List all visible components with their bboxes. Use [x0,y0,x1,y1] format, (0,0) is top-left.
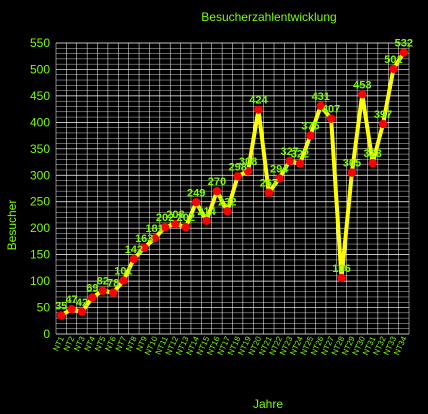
y-axis-label: Besucher [5,200,19,251]
y-tick-label: 500 [30,62,50,76]
data-point [254,105,263,114]
data-point [202,216,211,225]
data-point [347,168,357,177]
data-point [306,131,315,140]
data-point [212,186,222,196]
data-point [275,174,284,183]
series-1 [60,51,406,318]
data-label: 305 [343,158,361,170]
y-tick-label: 0 [43,327,50,341]
data-point [368,158,377,168]
data-point [295,159,305,168]
data-point [337,273,346,283]
data-label: 322 [291,149,309,161]
data-label: 298 [229,161,247,173]
data-label: 142 [125,244,143,256]
data-point [243,166,253,176]
data-labels: 3547426982781011421631812022082022492142… [55,38,413,313]
data-label: 270 [208,176,226,188]
data-point [88,293,97,302]
data-point [171,219,180,229]
y-tick-labels: 0 50 100 150 200 250 300 350 400 450 500 550 [30,36,50,341]
data-point [233,172,242,181]
data-point [326,114,336,123]
data-label: 47 [65,294,77,306]
data-point [140,243,149,252]
data-point [150,234,159,243]
data-label: 431 [312,91,330,103]
data-label: 424 [249,95,268,107]
data-point [160,222,170,232]
data-point [67,304,76,314]
data-label: 101 [114,266,132,278]
data-point [129,254,139,264]
y-tick-label: 400 [30,115,50,129]
y-tick-label: 300 [30,168,50,182]
data-label: 208 [166,209,184,221]
data-label: 294 [270,163,289,175]
data-label: 267 [260,178,278,190]
data-point [316,101,325,111]
data-label: 69 [86,282,98,294]
data-point [98,286,107,295]
data-point [108,288,118,297]
data-label: 249 [187,187,205,199]
y-tick-label: 550 [30,36,50,50]
y-tick-label: 250 [30,195,50,209]
data-label: 501 [384,54,402,66]
y-tick-label: 350 [30,142,50,156]
data-label: 35 [55,300,67,312]
data-point [119,276,128,285]
data-point [191,198,201,207]
data-point [389,64,398,74]
data-label: 82 [97,276,109,288]
data-label: 42 [76,297,88,309]
y-tick-label: 450 [30,89,50,103]
data-label: 397 [374,109,392,121]
chart-title: Besucherzahlentwicklung [201,10,336,24]
x-tick-labels: NT1NT2NT3NT4NT5NT6NT7NT8NT9NT10NT11NT12N… [51,335,408,357]
data-point [399,48,409,57]
data-label: 214 [197,206,216,218]
data-label: 202 [156,212,174,224]
data-points [56,48,409,320]
data-point [264,188,274,197]
data-point [223,207,232,216]
data-point [285,156,294,166]
data-point [56,311,66,320]
data-point [181,222,190,232]
y-tick-label: 50 [37,301,51,315]
data-label: 106 [332,263,350,275]
y-tick-label: 150 [30,248,50,262]
x-axis-label: Jahre [253,397,283,411]
data-label: 327 [280,146,298,158]
data-label: 532 [395,38,413,50]
data-label: 375 [301,121,319,133]
series-line [60,51,406,318]
data-label: 78 [107,278,119,290]
data-point [378,119,388,129]
data-point [77,307,87,316]
data-label: 232 [218,196,236,208]
data-label: 181 [145,223,163,235]
data-label: 453 [353,79,371,91]
data-label: 308 [239,156,257,168]
data-label: 407 [322,104,340,116]
data-label: 163 [135,233,153,245]
data-label: 202 [177,212,195,224]
data-label: 323 [363,148,381,160]
y-tick-label: 200 [30,221,50,235]
data-point [358,90,367,99]
y-tick-label: 100 [30,274,50,288]
